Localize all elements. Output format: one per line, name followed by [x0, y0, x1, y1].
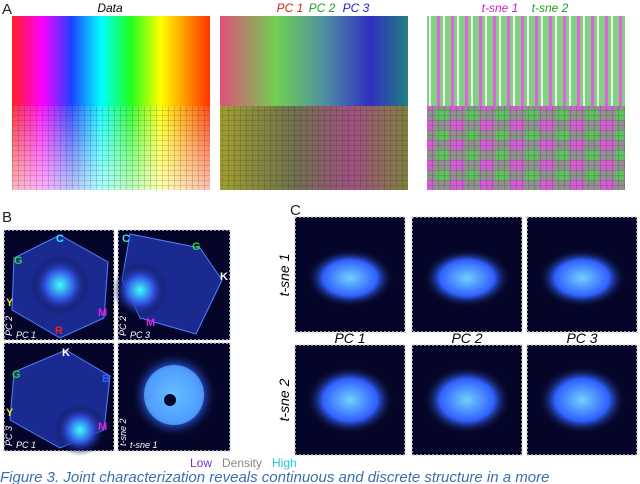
grid-overlay [427, 106, 625, 190]
axis-label: PC 3 [4, 426, 14, 446]
panel-label: B [2, 209, 12, 226]
tsne-grid [294, 216, 638, 456]
legend-label: Density [222, 456, 262, 470]
legend-label: Low [190, 456, 212, 470]
cube-plot: K G B Y M PC 3 PC 1 [3, 342, 115, 456]
panel-label: A [2, 1, 12, 18]
axis-label: PC 1 [16, 440, 36, 450]
corner-label: M [98, 421, 107, 433]
panel-title: t-sne 2 [532, 1, 569, 15]
panel-title: PC 3 [343, 1, 370, 15]
image [427, 16, 625, 106]
axis-label: t-sne 2 [118, 418, 128, 446]
corner-label: G [192, 241, 201, 253]
corner-label: C [122, 233, 130, 245]
corner-label: G [14, 255, 23, 267]
grid-overlay [220, 106, 408, 190]
cube-plot: C G K M PC 2 PC 3 [112, 229, 231, 341]
panel-title: t-sne 1 [482, 1, 519, 15]
corner-label: K [220, 271, 228, 283]
panel-title: Data [97, 1, 123, 15]
axis-label: PC 1 [16, 330, 36, 340]
corner-label: K [62, 347, 70, 359]
panel-label: C [290, 202, 301, 219]
axis-label: PC 3 [130, 330, 150, 340]
image [12, 16, 210, 106]
corner-label: M [146, 317, 155, 329]
row-label: t-sne 1 [276, 254, 292, 297]
panel-title: PC 1 [277, 1, 304, 15]
row-label: t-sne 2 [276, 378, 292, 421]
corner-label: Y [6, 297, 14, 309]
axis-label: t-sne 1 [130, 440, 158, 450]
legend-label: High [272, 456, 297, 470]
axis-label: PC 2 [118, 316, 128, 336]
column-label: PC 1 [334, 330, 365, 346]
cube-plot: C G Y R M PC 2 PC 1 [3, 229, 115, 341]
corner-label: Y [6, 407, 14, 419]
tsne-plot: t-sne 2 t-sne 1 [117, 342, 231, 452]
corner-label: C [56, 233, 64, 245]
image [220, 16, 408, 106]
corner-label: B [102, 373, 110, 385]
grid-overlay [12, 106, 210, 190]
column-label: PC 2 [451, 330, 482, 346]
corner-label: R [55, 325, 63, 337]
column-label: PC 3 [566, 330, 597, 346]
corner-label: G [12, 369, 21, 381]
axis-label: PC 2 [4, 316, 14, 336]
corner-label: M [98, 307, 107, 319]
caption: Figure 3. Joint characterization reveals… [0, 469, 549, 484]
panel-title: PC 2 [309, 1, 336, 15]
